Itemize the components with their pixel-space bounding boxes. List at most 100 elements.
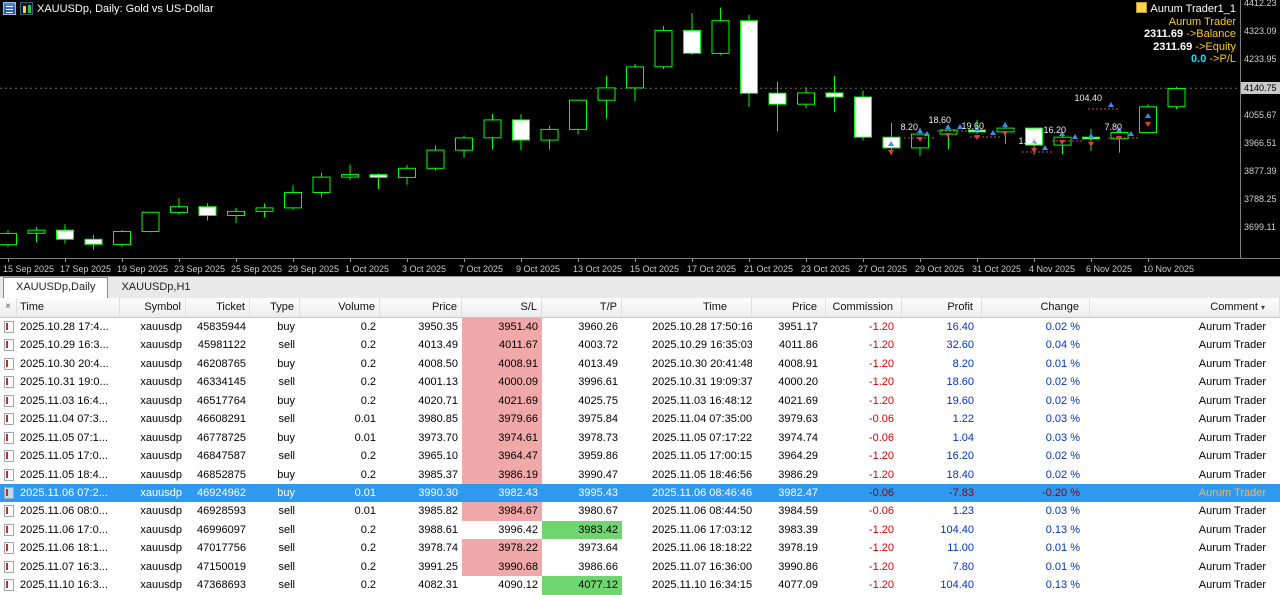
time-axis-label: 3 Oct 2025 [402, 264, 447, 274]
history-row[interactable]: 2025.10.30 20:4... xauusdp 46208765 buy 0.2 4… [0, 354, 1280, 374]
chart-symbol-icon [20, 2, 33, 15]
history-table-body: 2025.10.28 17:4... xauusdp 45835944 buy 0.2 3… [0, 318, 1280, 595]
history-row[interactable]: 2025.11.05 18:4... xauusdp 46852875 buy 0.2 3… [0, 465, 1280, 484]
column-header-close_time[interactable]: Time [622, 298, 752, 317]
column-header-tp[interactable]: T/P [542, 298, 622, 317]
cell-symbol: xauusdp [140, 523, 182, 536]
cell-open_time: 2025.10.31 19:0... [20, 376, 109, 389]
cell-sl: 3990.68 [462, 557, 542, 577]
column-header-sl[interactable]: S/L [462, 298, 542, 317]
column-header-price[interactable]: Price [380, 298, 462, 317]
cell-price: 3973.70 [418, 431, 458, 444]
history-row[interactable]: 2025.11.06 08:0... xauusdp 46928593 sell 0.0… [0, 502, 1280, 521]
cell-symbol: xauusdp [140, 339, 182, 352]
time-axis-label: 6 Nov 2025 [1086, 264, 1133, 274]
chart-title: XAUUSDp, Daily: Gold vs US-Dollar [37, 2, 214, 15]
time-axis-tick [920, 259, 921, 262]
time-axis-label: 23 Oct 2025 [801, 264, 851, 274]
price-axis-label: 4055.67 [1244, 110, 1277, 121]
order-doc-icon [3, 468, 14, 481]
cell-type: sell [278, 560, 295, 573]
cell-sl: 3986.19 [462, 465, 542, 484]
history-row[interactable]: 2025.11.06 07:2... xauusdp 46924962 buy 0.01… [0, 483, 1280, 503]
time-axis[interactable]: 15 Sep 2025 17 Sep 2025 19 Sep 2025 23 Sep … [0, 258, 1280, 276]
order-icon [0, 484, 17, 502]
cell-profit: 1.04 [952, 431, 974, 444]
history-row[interactable]: 2025.11.03 16:4... xauusdp 46517764 buy 0.2 4… [0, 391, 1280, 411]
history-row[interactable]: 2025.10.28 17:4... xauusdp 45835944 buy 0.2 3… [0, 318, 1280, 337]
history-row[interactable]: 2025.10.29 16:3... xauusdp 45981122 sell 0.2… [0, 336, 1280, 355]
column-header-comment[interactable]: Comment ▾ [1090, 298, 1280, 317]
order-doc-icon [3, 321, 14, 333]
cell-comment: Aurum Trader [1198, 579, 1266, 592]
cell-price: 3985.82 [418, 505, 458, 518]
svg-text:7.80: 7.80 [1104, 122, 1122, 132]
cell-close_price: 3974.74 [778, 431, 818, 444]
history-row[interactable]: 2025.11.05 17:0... xauusdp 46847587 sell 0.2… [0, 447, 1280, 466]
cell-comment: Aurum Trader [1198, 542, 1266, 555]
time-axis-tick [8, 259, 9, 262]
cell-symbol: xauusdp [140, 486, 182, 499]
history-panel: × Time Symbol Ticket Type Volume Price S/L T/P Ti… [0, 298, 1280, 595]
cell-profit: 104.40 [940, 579, 974, 592]
cell-change: 0.01 % [1045, 357, 1080, 370]
history-row[interactable]: 2025.10.31 19:0... xauusdp 46334145 sell 0.2… [0, 373, 1280, 392]
tab-xauusdp-daily[interactable]: XAUUSDp,Daily [3, 277, 109, 298]
cell-ticket: 46608291 [197, 413, 246, 426]
history-row[interactable]: 2025.11.04 07:3... xauusdp 46608291 sell 0.0… [0, 410, 1280, 429]
cell-close_price: 3982.47 [778, 486, 818, 499]
cell-ticket: 47017756 [197, 542, 246, 555]
cell-close_time: 2025.10.29 16:35:03 [652, 339, 752, 352]
cell-profit: 16.20 [946, 450, 974, 463]
history-row[interactable]: 2025.11.07 16:3... xauusdp 47150019 sell 0.2… [0, 557, 1280, 577]
order-doc-icon [3, 505, 14, 518]
column-header-open_time[interactable]: Time [17, 298, 120, 317]
comment-filter-icon[interactable]: ▾ [1260, 303, 1265, 312]
cell-volume: 0.2 [360, 321, 376, 333]
cell-sl: 4011.67 [462, 336, 542, 355]
chart-menu-icon[interactable] [3, 2, 16, 15]
order-doc-icon [3, 579, 14, 592]
column-header-change[interactable]: Change [982, 298, 1090, 317]
cell-commission: -1.20 [868, 394, 894, 407]
cell-close_price: 3984.59 [778, 505, 818, 518]
history-row[interactable]: 2025.11.06 17:0... xauusdp 46996097 sell 0.2… [0, 520, 1280, 540]
column-header-commission[interactable]: Commission [826, 298, 902, 317]
column-header-profit[interactable]: Profit [902, 298, 982, 317]
time-axis-tick [1091, 259, 1092, 262]
cell-ticket: 45981122 [197, 339, 246, 352]
history-row[interactable]: 2025.11.10 16:3... xauusdp 47368693 sell 0.2… [0, 576, 1280, 595]
tab-xauusdp-h1[interactable]: XAUUSDp,H1 [121, 281, 191, 293]
time-axis-tick [692, 259, 693, 262]
column-header-volume[interactable]: Volume [300, 298, 380, 317]
toolbox-close-icon[interactable]: × [0, 298, 17, 317]
column-header-symbol[interactable]: Symbol [120, 298, 186, 317]
time-axis-label: 17 Sep 2025 [60, 264, 112, 274]
time-axis-label: 13 Oct 2025 [573, 264, 623, 274]
cell-sl: 3974.61 [462, 428, 542, 448]
cell-open_time: 2025.11.05 18:4... [20, 468, 108, 481]
cell-close_price: 4021.69 [778, 394, 818, 407]
cell-type: sell [278, 505, 295, 518]
cell-commission: -1.20 [868, 321, 894, 333]
column-header-type[interactable]: Type [250, 298, 300, 317]
time-axis-tick [350, 259, 351, 262]
price-axis[interactable]: 4140.75 4412.23 4323.09 4233.95 4055.67 3966… [1240, 0, 1280, 258]
cell-comment: Aurum Trader [1198, 413, 1266, 426]
price-chart[interactable]: 8.20 18.60 19.60 1.22 16.20 104.40 7.80 [0, 0, 1240, 258]
time-axis-tick [293, 259, 294, 262]
history-row[interactable]: 2025.11.05 07:1... xauusdp 46778725 buy 0.01… [0, 428, 1280, 448]
cell-symbol: xauusdp [140, 321, 182, 333]
history-row[interactable]: 2025.11.06 18:1... xauusdp 47017756 sell 0.2… [0, 539, 1280, 558]
cell-open_time: 2025.11.03 16:4... [20, 394, 108, 407]
cell-open_time: 2025.11.06 18:1... [20, 542, 108, 555]
cell-sl: 4008.91 [462, 354, 542, 374]
cell-commission: -0.06 [868, 505, 894, 518]
order-icon [0, 410, 17, 428]
cell-volume: 0.01 [354, 431, 376, 444]
cell-profit: 7.80 [952, 560, 974, 573]
cell-symbol: xauusdp [140, 357, 182, 370]
column-header-close_price[interactable]: Price [752, 298, 826, 317]
column-header-ticket[interactable]: Ticket [186, 298, 250, 317]
cell-volume: 0.2 [360, 468, 376, 481]
